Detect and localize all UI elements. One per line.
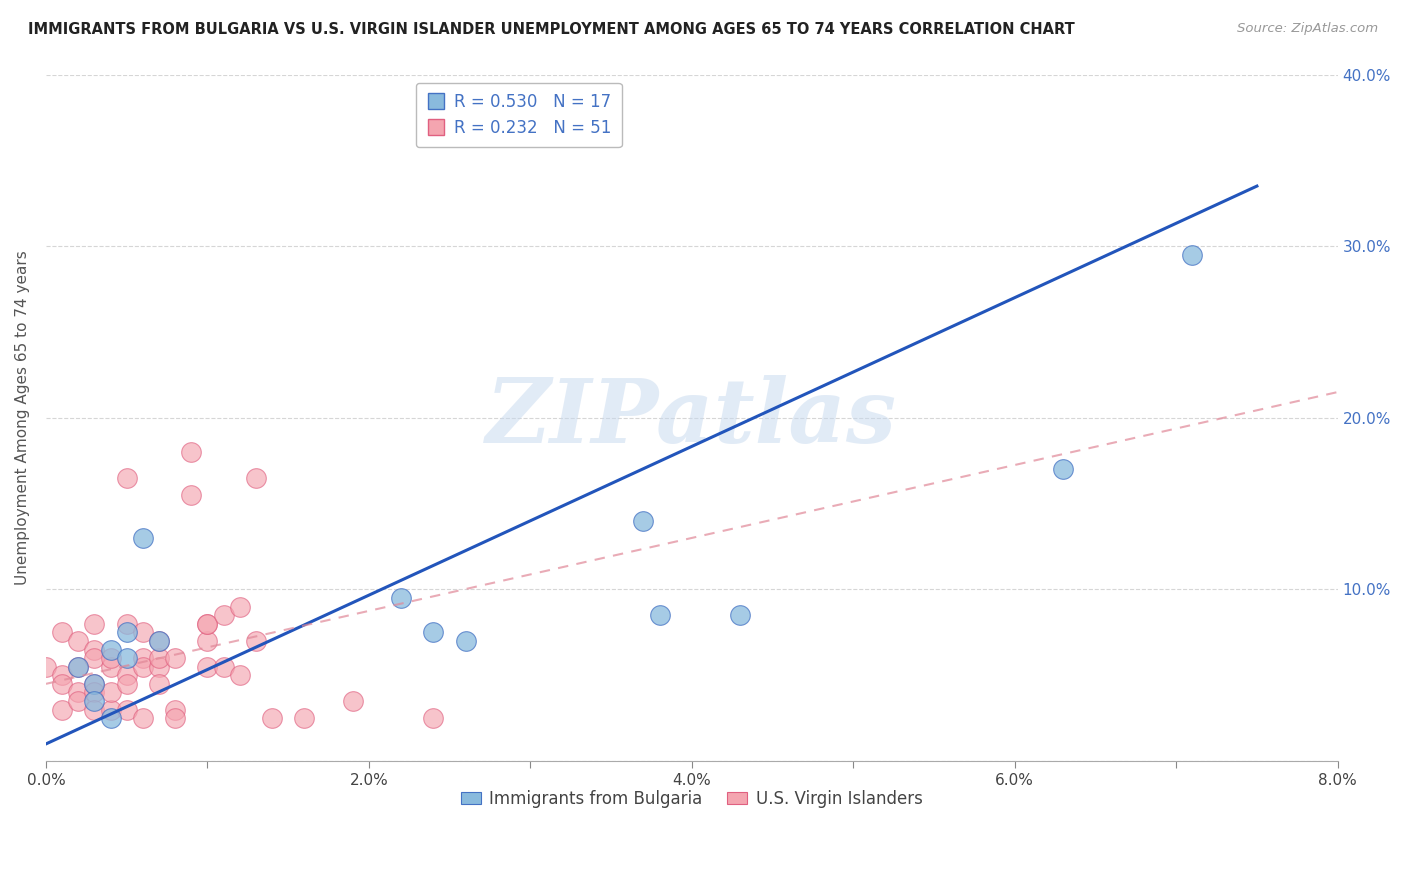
Point [115, 651, 138, 665]
Point [422, 711, 444, 725]
Point [1181, 248, 1204, 262]
Point [51, 677, 73, 691]
Point [148, 634, 170, 648]
Point [83, 685, 105, 699]
Point [342, 694, 364, 708]
Point [180, 445, 202, 459]
Point [212, 608, 235, 623]
Point [100, 711, 122, 725]
Text: IMMIGRANTS FROM BULGARIA VS U.S. VIRGIN ISLANDER UNEMPLOYMENT AMONG AGES 65 TO 7: IMMIGRANTS FROM BULGARIA VS U.S. VIRGIN … [28, 22, 1074, 37]
Point [165, 702, 187, 716]
Point [180, 488, 202, 502]
Point [132, 531, 155, 545]
Point [245, 634, 267, 648]
Y-axis label: Unemployment Among Ages 65 to 74 years: Unemployment Among Ages 65 to 74 years [15, 251, 30, 585]
Point [148, 651, 170, 665]
Point [148, 634, 170, 648]
Point [648, 608, 671, 623]
Point [165, 711, 187, 725]
Point [67, 694, 90, 708]
Point [115, 471, 138, 485]
Point [228, 668, 250, 682]
Point [100, 651, 122, 665]
Point [83, 677, 105, 691]
Point [260, 711, 283, 725]
Point [100, 659, 122, 673]
Point [83, 702, 105, 716]
Point [132, 625, 155, 640]
Point [115, 677, 138, 691]
Point [100, 642, 122, 657]
Point [454, 634, 477, 648]
Point [100, 685, 122, 699]
Point [83, 694, 105, 708]
Point [228, 599, 250, 614]
Point [51, 668, 73, 682]
Point [197, 659, 219, 673]
Point [83, 616, 105, 631]
Point [100, 702, 122, 716]
Point [148, 659, 170, 673]
Point [67, 659, 90, 673]
Point [132, 711, 155, 725]
Point [51, 625, 73, 640]
Point [132, 651, 155, 665]
Point [115, 616, 138, 631]
Point [148, 677, 170, 691]
Point [35, 659, 58, 673]
Point [633, 514, 655, 528]
Point [51, 702, 73, 716]
Point [197, 616, 219, 631]
Point [115, 668, 138, 682]
Point [728, 608, 751, 623]
Legend: Immigrants from Bulgaria, U.S. Virgin Islanders: Immigrants from Bulgaria, U.S. Virgin Is… [454, 783, 929, 814]
Point [67, 659, 90, 673]
Point [115, 625, 138, 640]
Point [83, 642, 105, 657]
Point [115, 702, 138, 716]
Point [83, 677, 105, 691]
Point [83, 651, 105, 665]
Point [389, 591, 412, 605]
Text: Source: ZipAtlas.com: Source: ZipAtlas.com [1237, 22, 1378, 36]
Point [132, 659, 155, 673]
Point [197, 634, 219, 648]
Point [245, 471, 267, 485]
Point [292, 711, 315, 725]
Point [422, 625, 444, 640]
Point [1052, 462, 1074, 476]
Point [165, 651, 187, 665]
Text: ZIPatlas: ZIPatlas [486, 375, 897, 461]
Point [67, 685, 90, 699]
Point [212, 659, 235, 673]
Point [67, 634, 90, 648]
Point [197, 616, 219, 631]
